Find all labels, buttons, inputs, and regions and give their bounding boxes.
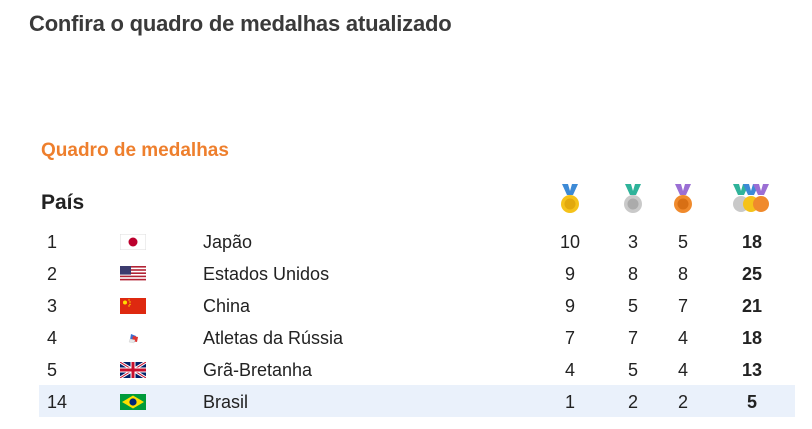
silver-count: 2	[627, 392, 638, 412]
country-name: Atletas da Rússia	[203, 328, 344, 348]
gold-count: 7	[564, 328, 575, 348]
rank-cell: 5	[47, 360, 58, 380]
table-row[interactable]: 3 China 9 5 7 21	[39, 289, 795, 321]
bronze-count: 5	[677, 232, 688, 252]
silver-count: 5	[627, 296, 638, 316]
gold-count: 9	[564, 264, 575, 284]
table-row[interactable]: 1 Japão 10 3 5 18	[39, 225, 795, 257]
table-row[interactable]: 5 Grã-Bretanha 4 5 4 13	[39, 353, 795, 385]
gold-count: 10	[559, 232, 581, 252]
total-count: 5	[746, 392, 757, 412]
country-name: Estados Unidos	[203, 264, 330, 284]
china-flag-icon	[120, 298, 146, 314]
medal-table-title: Quadro de medalhas	[41, 140, 229, 161]
country-column-header: País	[41, 191, 85, 214]
bronze-count: 2	[677, 392, 688, 412]
silver-count: 8	[627, 264, 638, 284]
silver-count: 5	[627, 360, 638, 380]
rank-cell: 2	[47, 264, 58, 284]
gold-count: 9	[564, 296, 575, 316]
table-row-highlighted[interactable]: 14 Brasil 1 2 2 5	[39, 385, 795, 417]
total-count: 25	[741, 264, 763, 284]
bronze-medal-icon	[672, 184, 694, 214]
total-count: 18	[741, 232, 763, 252]
rank-cell: 14	[47, 392, 68, 412]
rank-cell: 1	[47, 232, 58, 252]
usa-flag-icon	[120, 266, 146, 282]
rank-cell: 4	[47, 328, 58, 348]
country-name: Brasil	[203, 392, 249, 412]
bronze-count: 8	[677, 264, 688, 284]
country-name: China	[203, 296, 251, 316]
total-medals-icon	[729, 184, 775, 214]
gold-count: 1	[564, 392, 575, 412]
uk-flag-icon	[120, 362, 146, 378]
country-name: Grã-Bretanha	[203, 360, 313, 380]
brazil-flag-icon	[120, 394, 146, 410]
roc-flag-icon	[120, 330, 146, 346]
silver-medal-icon	[622, 184, 644, 214]
table-header: País	[39, 180, 795, 225]
country-name: Japão	[203, 232, 253, 252]
table-row[interactable]: 2 Estados Unidos 9 8 8 25	[39, 257, 795, 289]
bronze-count: 4	[677, 360, 688, 380]
gold-count: 4	[564, 360, 575, 380]
page-headline: Confira o quadro de medalhas atualizado	[29, 11, 452, 36]
silver-count: 7	[627, 328, 638, 348]
total-count: 13	[741, 360, 763, 380]
silver-count: 3	[627, 232, 638, 252]
medal-table: País	[39, 180, 795, 417]
table-row[interactable]: 4 Atletas da Rússia 7 7 4 18	[39, 321, 795, 353]
rank-cell: 3	[47, 296, 58, 316]
bronze-count: 4	[677, 328, 688, 348]
total-count: 18	[741, 328, 763, 348]
gold-medal-icon	[559, 184, 581, 214]
bronze-count: 7	[677, 296, 688, 316]
total-count: 21	[741, 296, 763, 316]
japan-flag-icon	[120, 234, 146, 250]
